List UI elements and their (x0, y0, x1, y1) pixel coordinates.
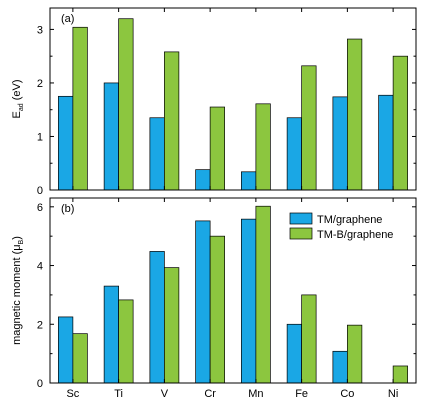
bar-tm-b-graphene-mn (255, 205, 271, 384)
bar-tm-b-graphene-cr (209, 106, 225, 191)
y-tick-label: 3 (37, 24, 43, 36)
bar-tm-graphene-mn (241, 218, 257, 384)
bar-tm-graphene-mn (241, 171, 257, 191)
y-axis-label-main: magnetic moment (μ (11, 244, 23, 344)
y-tick-label: 0 (37, 378, 43, 390)
bar-tm-graphene-sc (58, 95, 74, 191)
bar-tm-graphene-v (149, 117, 165, 191)
plot-frame (49, 197, 417, 384)
x-tick-label: Mn (248, 388, 263, 400)
y-tick-label: 2 (37, 319, 43, 331)
bar-tm-b-graphene-sc (72, 26, 88, 191)
bar-tm-b-graphene-ni (392, 55, 408, 191)
panel-label: (b) (61, 203, 74, 215)
bar-tm-graphene-co (332, 96, 348, 191)
y-tick-label: 6 (37, 202, 43, 214)
bar-tm-b-graphene-cr (209, 235, 225, 384)
x-tick-label: V (161, 388, 169, 400)
x-tick-label: Sc (66, 388, 79, 400)
y-axis-label-main: E (11, 111, 23, 118)
x-tick-label: Ni (388, 388, 398, 400)
bar-tm-graphene-cr (195, 169, 211, 191)
x-tick-label: Co (340, 388, 354, 400)
bar-tm-b-graphene-ti (118, 299, 134, 384)
bar-tm-graphene-ti (103, 285, 119, 384)
bar-tm-b-graphene-v (164, 267, 180, 384)
y-axis-label-subscript: B (18, 239, 25, 244)
bar-tm-b-graphene-fe (301, 65, 317, 191)
bar-tm-graphene-v (149, 251, 165, 384)
bar-tm-graphene-ni (378, 94, 394, 191)
bar-tm-b-graphene-sc (72, 333, 88, 384)
bar-tm-graphene-co (332, 350, 348, 384)
legend-label: TM-B/graphene (317, 229, 393, 241)
y-axis-label-unit: ) (11, 236, 23, 240)
bar-tm-b-graphene-ni (392, 365, 408, 384)
y-axis-label-subscript: ad (18, 103, 25, 111)
legend-label: TM/graphene (317, 214, 382, 226)
bar-tm-graphene-fe (286, 117, 302, 191)
legend-swatch (289, 227, 313, 240)
x-tick-label: Fe (295, 388, 308, 400)
bar-tm-b-graphene-co (347, 324, 363, 384)
panel-0: 0 1 2 3 (a) Ead (eV) (11, 7, 417, 197)
y-axis-label-unit: (eV) (11, 80, 23, 104)
bar-tm-graphene-cr (195, 220, 211, 384)
x-tick-label: Ti (114, 388, 123, 400)
legend: TM/graphene TM-B/graphene (289, 212, 393, 241)
y-tick-label: 0 (37, 185, 43, 197)
bar-tm-graphene-ti (103, 82, 119, 191)
bar-tm-b-graphene-v (164, 51, 180, 191)
bar-tm-graphene-fe (286, 323, 302, 384)
y-tick-label: 2 (37, 78, 43, 90)
bar-tm-b-graphene-fe (301, 294, 317, 384)
y-tick-label: 4 (37, 261, 43, 273)
plot-frame (49, 7, 417, 191)
y-tick-label: 1 (37, 131, 43, 143)
panel-1: Sc Ti V Cr Mn Fe Co Ni 0 2 4 6 (b) magnetic moment (μ… (11, 197, 417, 400)
bar-tm-b-graphene-mn (255, 103, 271, 191)
panel-label: (a) (61, 13, 74, 25)
x-tick-label: Cr (204, 388, 216, 400)
y-axis-label: magnetic moment (μB) (11, 236, 25, 345)
bar-tm-graphene-sc (58, 316, 74, 384)
y-axis-label: Ead (eV) (11, 80, 25, 119)
bar-tm-b-graphene-ti (118, 18, 134, 191)
bar-tm-b-graphene-co (347, 38, 363, 191)
legend-swatch (289, 212, 313, 225)
